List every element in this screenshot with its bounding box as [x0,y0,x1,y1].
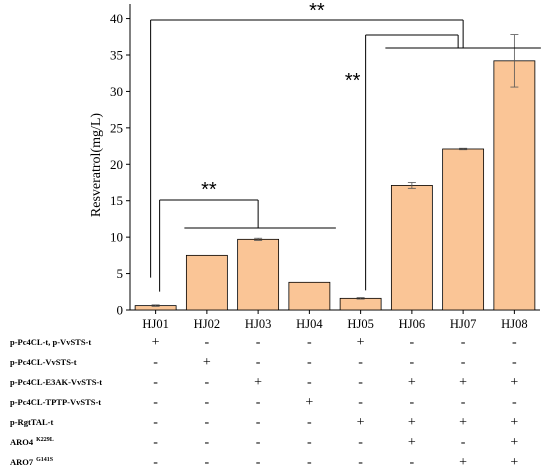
x-tick-label: HJ04 [296,317,323,331]
genotype-cell: + [510,415,518,430]
y-tick-label: 30 [110,84,123,99]
genotype-cell: - [358,355,363,370]
bar-HJ06 [390,185,433,311]
genotype-row-label: p-Pc4CL-TPTP-VvSTS-t [10,397,101,407]
genotype-cell: + [305,395,313,410]
axes: 0 5 10 15 20 25 30 35 40 HJ01 HJ02 HJ03 HJ04 HJ05 HJ06… [110,4,540,331]
x-tick-label: HJ02 [194,317,220,331]
bar-HJ02 [185,254,228,311]
genotype-cell: + [357,415,365,430]
genotype-cell: - [153,415,158,430]
genotype-cell: - [205,375,210,390]
bar-HJ04 [288,281,331,311]
genotype-cell: - [307,455,312,469]
genotype-row-superscript: K229L [36,437,54,443]
genotype-cell: - [153,375,158,390]
genotype-cell: - [205,415,210,430]
genotype-cell: - [461,335,466,350]
genotype-cell: - [358,435,363,450]
genotype-cell: + [152,335,160,350]
y-tick-label: 25 [110,120,123,135]
x-tick-label: HJ01 [142,317,168,331]
genotype-cell: + [254,375,262,390]
significance-label: ** [345,70,361,92]
y-tick-label: 35 [110,48,123,63]
y-tick-label: 5 [117,266,124,281]
significance-label: ** [309,0,325,22]
error-bars [151,34,519,307]
genotype-cell: - [307,375,312,390]
genotype-cell: + [408,415,416,430]
genotype-cell: - [410,355,415,370]
y-tick-label: 20 [110,157,123,172]
genotype-table: p-Pc4CL-t, p-VvSTS-t + - - - + - - - p-Pc4CL-VvST… [10,335,518,469]
genotype-cell: - [461,435,466,450]
genotype-row-label: ARO7 G141S [10,457,54,467]
bar-HJ05 [339,297,382,311]
genotype-cell: + [408,375,416,390]
genotype-cell: - [205,395,210,410]
genotype-cell: - [307,335,312,350]
genotype-cell: - [358,375,363,390]
genotype-cell: + [459,375,467,390]
genotype-cell: - [256,415,261,430]
genotype-row-label: p-Pc4CL-VvSTS-t [10,357,77,367]
genotype-cell: - [205,435,210,450]
genotype-cell: + [510,455,518,469]
genotype-cell: - [256,395,261,410]
genotype-cell: - [256,335,261,350]
genotype-cell: - [512,355,517,370]
x-tick-label: HJ05 [347,317,373,331]
y-tick-label: 40 [110,11,123,26]
genotype-cell: - [153,395,158,410]
y-tick-label: 0 [117,303,124,318]
genotype-cell: + [510,435,518,450]
genotype-row-label: p-RgtTAL-t [10,417,53,427]
bar-HJ07 [442,148,485,311]
genotype-cell: - [153,435,158,450]
x-tick-label: HJ08 [501,317,527,331]
significance-brackets: ** ** ** [150,0,541,292]
bar-HJ03 [237,238,280,311]
genotype-cell: - [461,355,466,370]
genotype-cell: - [410,335,415,350]
genotype-cell: - [358,395,363,410]
y-axis-label: Resveratrol(mg/L) [89,113,104,218]
genotype-cell: + [510,375,518,390]
genotype-row-superscript: G141S [36,457,54,463]
genotype-cell: - [205,455,210,469]
genotype-cell: - [256,355,261,370]
genotype-row-label: p-Pc4CL-E3AK-VvSTS-t [10,377,102,387]
bar-HJ08 [493,60,536,311]
x-tick-label: HJ07 [450,317,476,331]
genotype-cell: - [358,455,363,469]
genotype-cell: - [256,455,261,469]
x-tick-label: HJ03 [245,317,271,331]
genotype-cell: - [256,435,261,450]
y-tick-label: 10 [110,230,123,245]
genotype-cell: - [461,395,466,410]
genotype-cell: + [203,355,211,370]
genotype-row-label: ARO4 K229L [10,437,54,447]
genotype-cell: - [153,355,158,370]
genotype-cell: - [410,395,415,410]
significance-label: ** [201,179,217,201]
genotype-row-label: p-Pc4CL-t, p-VvSTS-t [10,337,91,347]
genotype-cell: - [512,335,517,350]
genotype-cell: - [153,455,158,469]
x-tick-label: HJ06 [399,317,425,331]
y-tick-label: 15 [110,193,123,208]
genotype-cell: - [512,395,517,410]
genotype-cell: + [459,455,467,469]
genotype-cell: - [410,455,415,469]
bars [134,60,536,311]
genotype-cell: + [357,335,365,350]
genotype-cell: - [307,435,312,450]
genotype-cell: - [307,415,312,430]
genotype-cell: + [408,435,416,450]
genotype-cell: - [205,335,210,350]
genotype-cell: + [459,415,467,430]
genotype-cell: - [307,355,312,370]
